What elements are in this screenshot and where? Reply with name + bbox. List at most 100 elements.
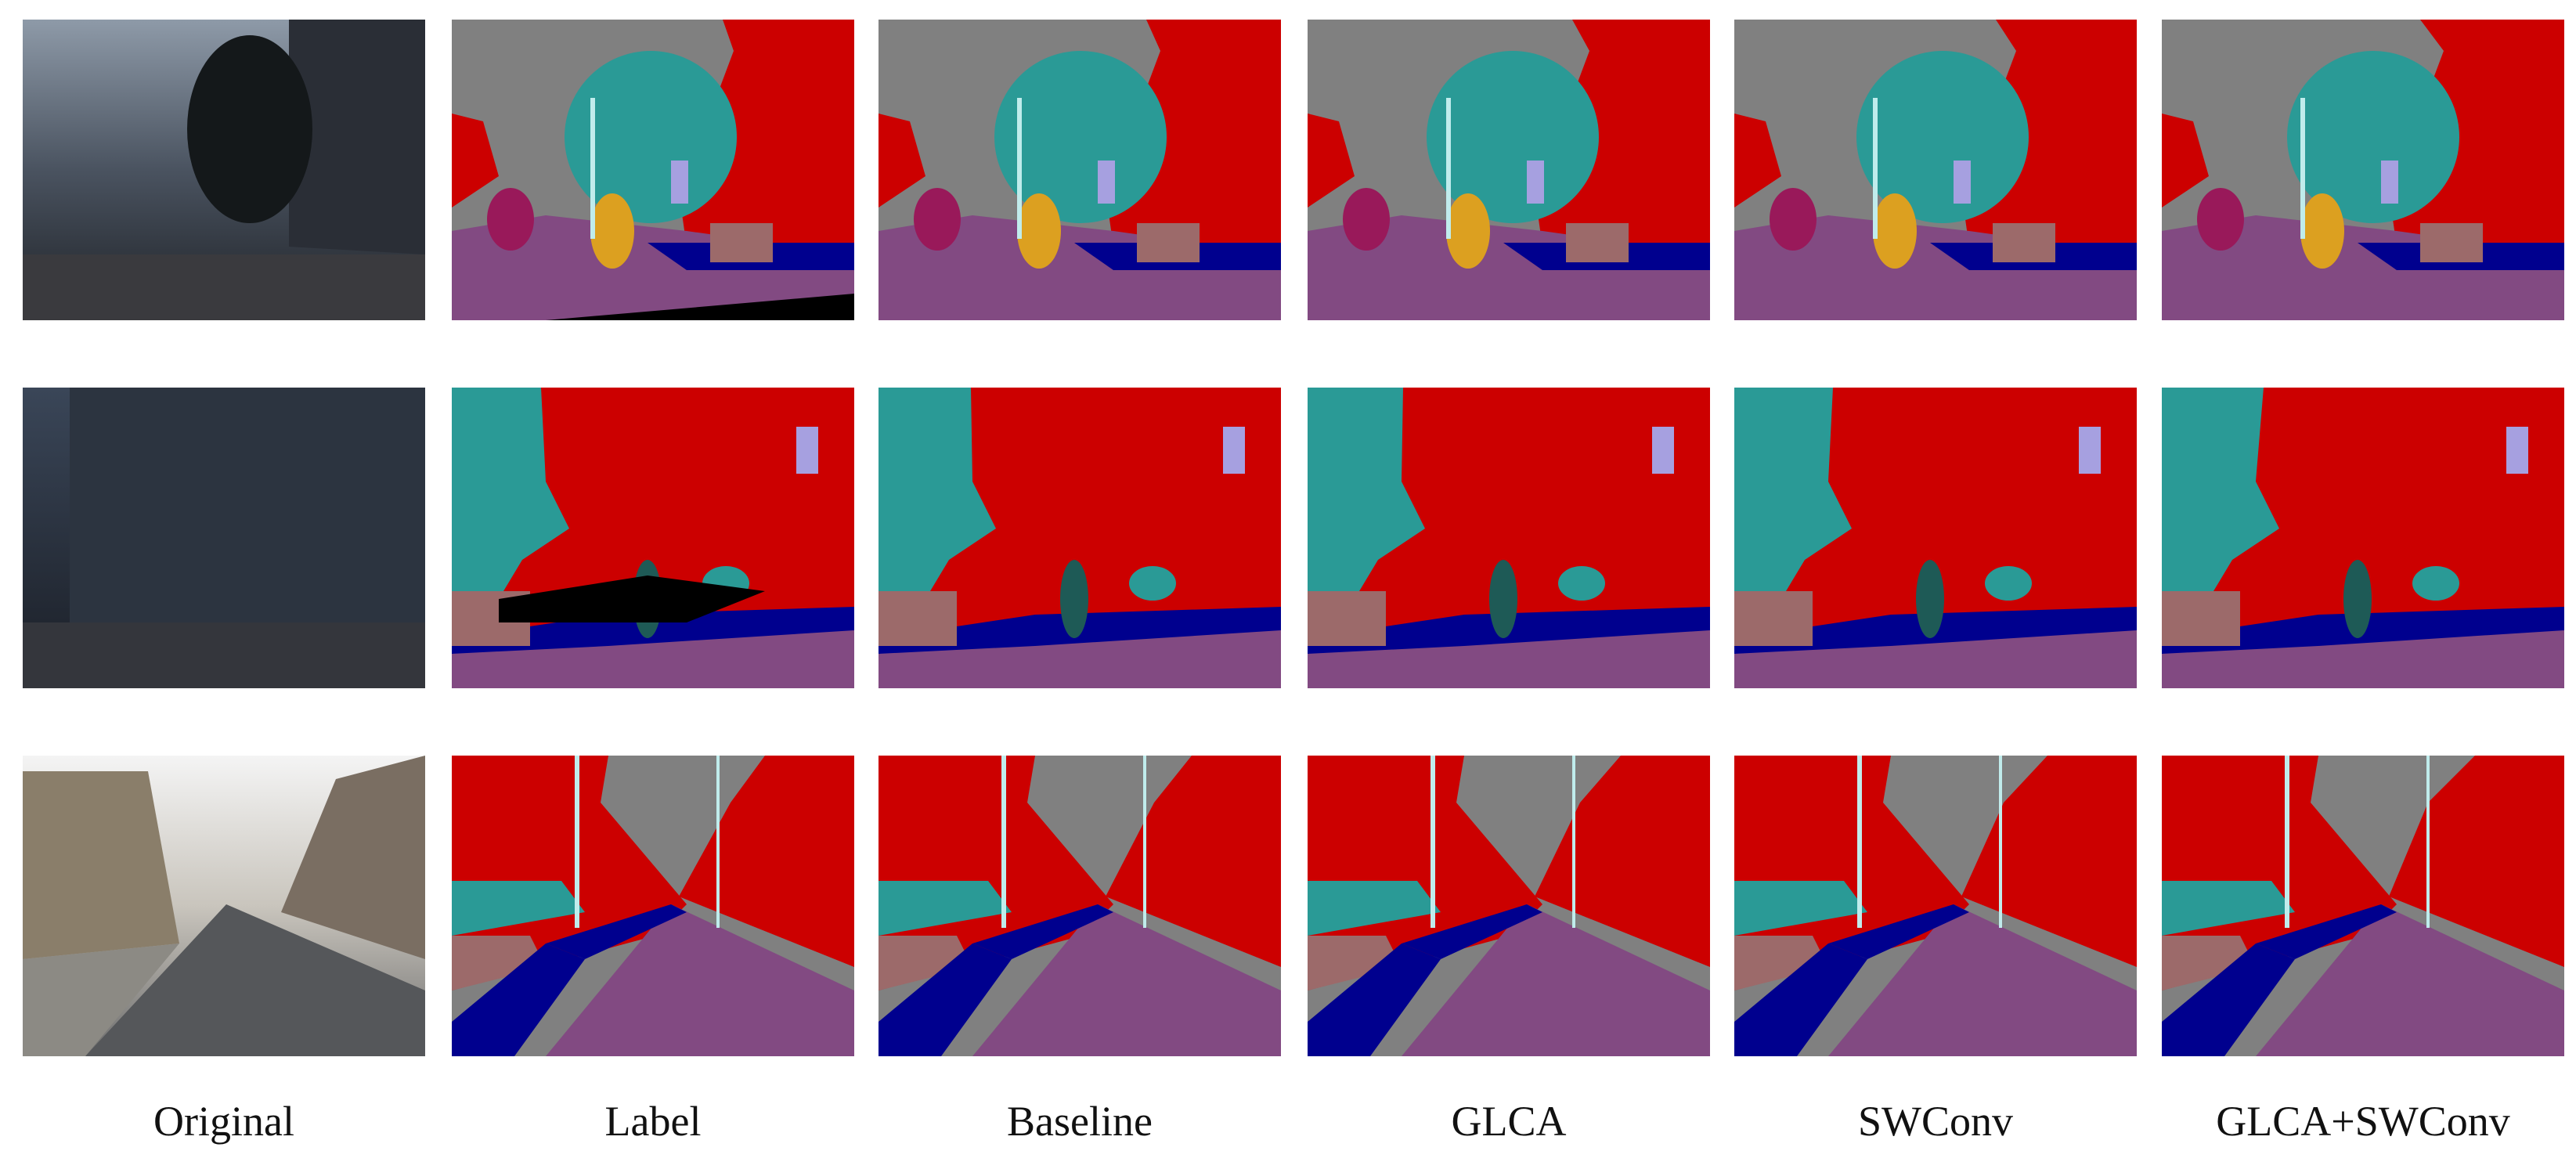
column-label: Original <box>153 1098 294 1145</box>
region <box>1308 943 1441 1056</box>
region <box>1402 904 1710 1056</box>
region <box>710 223 773 262</box>
region <box>452 936 546 990</box>
panel <box>452 20 854 320</box>
region <box>671 161 688 204</box>
region <box>1308 591 1386 646</box>
region <box>2162 591 2240 646</box>
region <box>1402 904 1542 959</box>
region <box>546 904 854 1056</box>
region <box>2162 881 2295 936</box>
region <box>1734 881 1867 936</box>
photo <box>23 771 179 959</box>
region <box>452 114 499 207</box>
region <box>2256 904 2564 1056</box>
region <box>1137 223 1200 262</box>
region <box>1856 51 2029 223</box>
region <box>1017 193 1061 269</box>
region <box>1535 756 1710 967</box>
panel <box>452 756 854 1056</box>
region <box>1734 591 1813 646</box>
region <box>1985 566 2032 601</box>
panel <box>1308 756 1710 1056</box>
region <box>1106 20 1281 254</box>
region <box>1961 756 2137 967</box>
region <box>499 575 765 622</box>
panel <box>1308 20 1710 320</box>
region <box>1873 193 1917 269</box>
region <box>1308 114 1355 207</box>
panel <box>1734 20 2137 320</box>
region <box>879 936 972 990</box>
region <box>1993 223 2055 262</box>
panel <box>1734 388 2137 688</box>
region <box>546 904 687 959</box>
region <box>972 904 1281 1056</box>
region <box>2412 566 2459 601</box>
photo <box>281 756 425 959</box>
region <box>2162 936 2256 990</box>
region <box>2197 188 2244 251</box>
region <box>1060 560 1088 638</box>
region <box>2381 161 2398 204</box>
photo <box>85 904 425 1056</box>
region <box>1308 388 1425 607</box>
photo <box>23 254 425 320</box>
region <box>1446 193 1490 269</box>
panel <box>1308 388 1710 688</box>
region <box>487 188 534 251</box>
panel <box>1734 756 2137 1056</box>
region <box>2420 223 2483 262</box>
region <box>879 591 957 646</box>
panel <box>2162 388 2564 688</box>
region <box>879 114 925 207</box>
region <box>2079 427 2101 474</box>
region <box>994 51 1167 223</box>
region <box>1558 566 1605 601</box>
column-label: GLCA <box>1452 1098 1567 1145</box>
column-label: GLCA+SWConv <box>2216 1098 2509 1145</box>
region <box>2343 560 2372 638</box>
region <box>1734 388 1852 607</box>
region <box>879 388 996 607</box>
photo <box>289 20 425 254</box>
region <box>1527 161 1544 204</box>
region <box>1566 223 1629 262</box>
region <box>2162 388 2279 607</box>
panel <box>23 756 425 1056</box>
region <box>452 388 569 607</box>
region <box>1098 161 1115 204</box>
region <box>1106 756 1281 967</box>
photo <box>187 35 312 223</box>
region <box>565 51 737 223</box>
region <box>1427 51 1599 223</box>
region <box>452 943 585 1056</box>
panel <box>452 388 854 688</box>
photo <box>23 943 179 1056</box>
region <box>1535 20 1710 254</box>
region <box>2389 756 2564 967</box>
region <box>1489 560 1517 638</box>
photo <box>23 622 425 688</box>
region <box>796 427 818 474</box>
region <box>2256 904 2397 959</box>
region <box>1734 936 1828 990</box>
photo <box>70 388 425 622</box>
region <box>1828 904 2137 1056</box>
region <box>1828 904 1969 959</box>
column-label: Baseline <box>1007 1098 1153 1145</box>
region <box>1308 936 1402 990</box>
region <box>452 881 585 936</box>
panel <box>879 388 1281 688</box>
panel <box>2162 756 2564 1056</box>
region <box>914 188 961 251</box>
region <box>1734 943 1867 1056</box>
region <box>2506 427 2528 474</box>
region <box>679 20 854 254</box>
region <box>2162 114 2209 207</box>
panel <box>879 756 1281 1056</box>
region <box>1343 188 1390 251</box>
region <box>546 294 854 320</box>
region <box>590 193 634 269</box>
